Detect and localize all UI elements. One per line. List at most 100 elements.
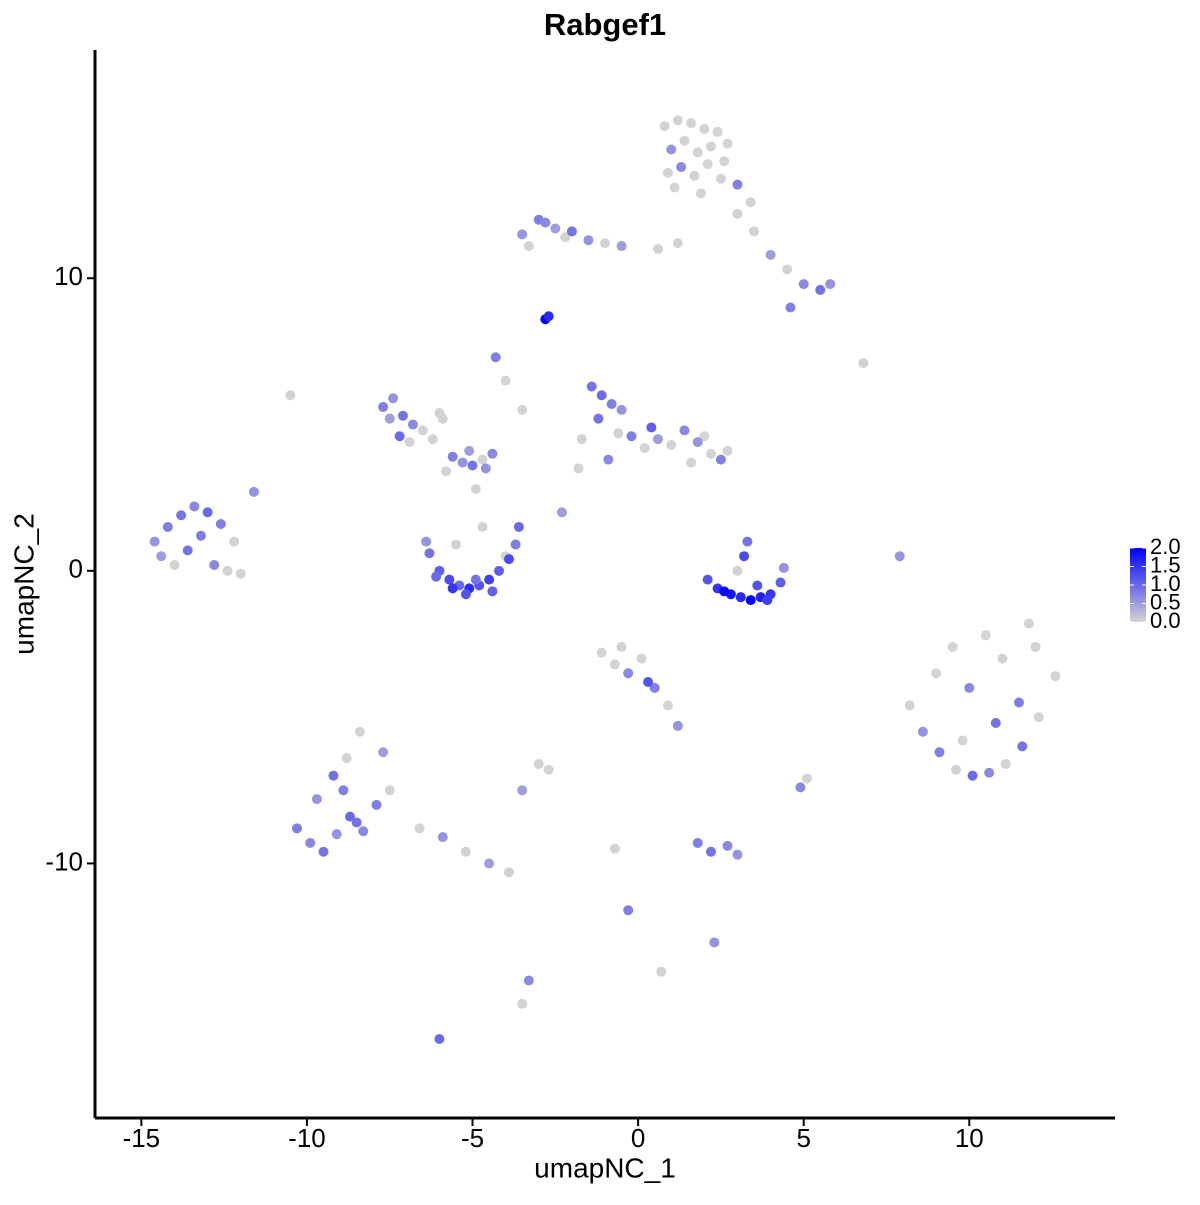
- y-axis-label: umapNC_2: [8, 513, 39, 655]
- point: [652, 243, 663, 254]
- point: [669, 182, 680, 193]
- point: [649, 682, 660, 693]
- chart-title: Rabgef1: [544, 7, 666, 42]
- point: [990, 717, 1001, 728]
- point: [699, 124, 710, 135]
- point: [609, 843, 620, 854]
- point: [917, 726, 928, 737]
- point: [378, 747, 389, 758]
- point: [533, 758, 544, 769]
- point: [487, 586, 498, 597]
- x-tick-label: 5: [796, 1123, 810, 1153]
- point: [586, 381, 597, 392]
- point: [957, 735, 968, 746]
- point: [782, 264, 793, 275]
- point: [825, 279, 836, 290]
- point: [765, 249, 776, 260]
- y-tick-label: -10: [45, 846, 83, 876]
- point: [616, 404, 627, 415]
- point: [606, 399, 617, 410]
- point: [447, 583, 458, 594]
- point: [639, 442, 650, 453]
- point: [686, 118, 697, 129]
- point: [689, 170, 700, 181]
- point: [162, 521, 173, 532]
- point: [460, 589, 471, 600]
- point: [441, 466, 452, 477]
- point: [722, 445, 733, 456]
- point: [421, 536, 432, 547]
- point: [603, 454, 614, 465]
- point: [477, 454, 488, 465]
- point: [156, 551, 167, 562]
- point: [384, 413, 395, 424]
- x-tick-label: -15: [123, 1123, 161, 1153]
- point: [378, 401, 389, 412]
- point: [715, 454, 726, 465]
- point: [573, 463, 584, 474]
- point: [722, 138, 733, 149]
- point: [1000, 758, 1011, 769]
- point: [292, 823, 303, 834]
- point: [636, 653, 647, 664]
- point: [702, 574, 713, 585]
- point: [202, 507, 213, 518]
- point: [424, 548, 435, 559]
- point: [672, 238, 683, 249]
- point: [229, 536, 240, 547]
- point: [692, 437, 703, 448]
- point: [517, 785, 528, 796]
- point: [550, 223, 561, 234]
- point: [1033, 712, 1044, 723]
- point: [752, 580, 763, 591]
- point: [414, 823, 425, 834]
- colorbar-label: 1.0: [1150, 571, 1181, 596]
- point: [437, 832, 448, 843]
- point: [699, 431, 710, 442]
- point: [169, 559, 180, 570]
- point: [705, 448, 716, 459]
- point: [195, 530, 206, 541]
- point: [467, 460, 478, 471]
- point: [235, 568, 246, 579]
- point: [967, 770, 978, 781]
- point: [980, 630, 991, 641]
- point: [427, 434, 438, 445]
- point: [732, 179, 743, 190]
- point: [931, 668, 942, 679]
- point: [626, 431, 637, 442]
- point: [997, 653, 1008, 664]
- point: [732, 565, 743, 576]
- point: [417, 425, 428, 436]
- point: [749, 226, 760, 237]
- points: [149, 115, 1061, 1044]
- point: [358, 826, 369, 837]
- point: [702, 159, 713, 170]
- point: [331, 829, 342, 840]
- point: [149, 536, 160, 547]
- point: [510, 539, 521, 550]
- point: [778, 562, 789, 573]
- point: [692, 837, 703, 848]
- x-axis-label: umapNC_1: [534, 1152, 676, 1183]
- point: [745, 197, 756, 208]
- x-tick-label: 0: [631, 1123, 645, 1153]
- point: [560, 232, 571, 243]
- point: [798, 279, 809, 290]
- x-tick-label: -5: [461, 1123, 484, 1153]
- point: [500, 375, 511, 386]
- point: [596, 647, 607, 658]
- point: [951, 764, 962, 775]
- point: [189, 501, 200, 512]
- point: [460, 846, 471, 857]
- point: [209, 559, 220, 570]
- point: [556, 507, 567, 518]
- point: [470, 574, 481, 585]
- point: [742, 536, 753, 547]
- point: [705, 846, 716, 857]
- colorbar-label: 2.0: [1150, 534, 1181, 559]
- point: [616, 641, 627, 652]
- point: [672, 115, 683, 126]
- point: [732, 208, 743, 219]
- point: [732, 849, 743, 860]
